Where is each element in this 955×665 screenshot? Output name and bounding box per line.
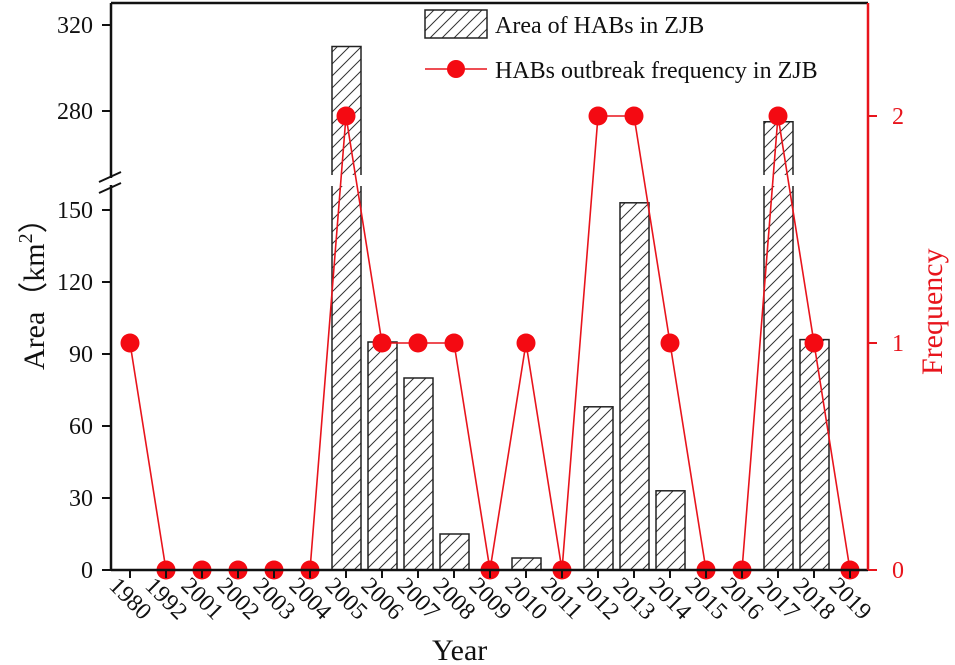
x-axis-title: Year [432, 634, 487, 665]
y-axis-title: Area（km2） [15, 203, 51, 370]
axis-titles: Year Area（km2） Frequency [15, 203, 949, 665]
legend-swatch-hatched [424, 9, 488, 39]
bar-2017 [763, 121, 794, 570]
frequency-point-2005 [336, 106, 356, 126]
y-tick-label: 150 [57, 198, 93, 224]
y-tick-label: 0 [81, 558, 93, 584]
legend-label-area: Area of HABs in ZJB [495, 13, 704, 39]
bar-2008 [439, 533, 470, 571]
y-tick-label: 280 [57, 99, 93, 125]
bar-2006 [367, 341, 398, 571]
legend-label-frequency: HABs outbreak frequency in ZJB [495, 58, 818, 84]
y-tick-label: 30 [69, 486, 93, 512]
bar-2012 [583, 406, 614, 571]
legend-swatch-dot-icon [447, 60, 465, 78]
frequency-point-2012 [588, 106, 608, 126]
frequency-point-2018 [804, 333, 824, 353]
y2-axis-title-text: Frequency [916, 248, 949, 375]
y-tick-label: 60 [69, 414, 93, 440]
y2-tick-label: 1 [892, 331, 904, 357]
frequency-point-2010 [516, 333, 536, 353]
y-tick-label: 320 [57, 13, 93, 39]
frequency-point-2007 [408, 333, 428, 353]
y2-tick-label: 2 [892, 104, 904, 130]
y2-axis-title: Frequency [916, 248, 949, 375]
legend: Area of HABs in ZJB HABs outbreak freque… [424, 9, 818, 84]
frequency-point-2017 [768, 106, 788, 126]
y-axis-title-base: Area（km [18, 243, 51, 370]
bar-2005 [331, 45, 362, 570]
line-series [120, 106, 860, 580]
frequency-point-2006 [372, 333, 392, 353]
frequency-point-1980 [120, 333, 140, 353]
bar-2007 [403, 377, 434, 571]
bar-2013 [619, 202, 650, 571]
y2-tick-label: 0 [892, 558, 904, 584]
svg-text:Area（km2）: Area（km2） [15, 203, 51, 370]
y-axis-title-close: ） [18, 203, 51, 233]
frequency-point-2014 [660, 333, 680, 353]
y-tick-label: 120 [57, 270, 93, 296]
frequency-line [129, 115, 851, 571]
bar-2018 [799, 338, 830, 571]
frequency-point-2013 [624, 106, 644, 126]
bar-2010 [511, 557, 542, 571]
y-tick-label: 90 [69, 342, 93, 368]
bar-2014 [655, 490, 686, 571]
frequency-point-2008 [444, 333, 464, 353]
bar-series [331, 45, 830, 571]
x-tick-label: 2019 [824, 573, 876, 625]
y-axis-title-sup: 2 [15, 233, 37, 243]
